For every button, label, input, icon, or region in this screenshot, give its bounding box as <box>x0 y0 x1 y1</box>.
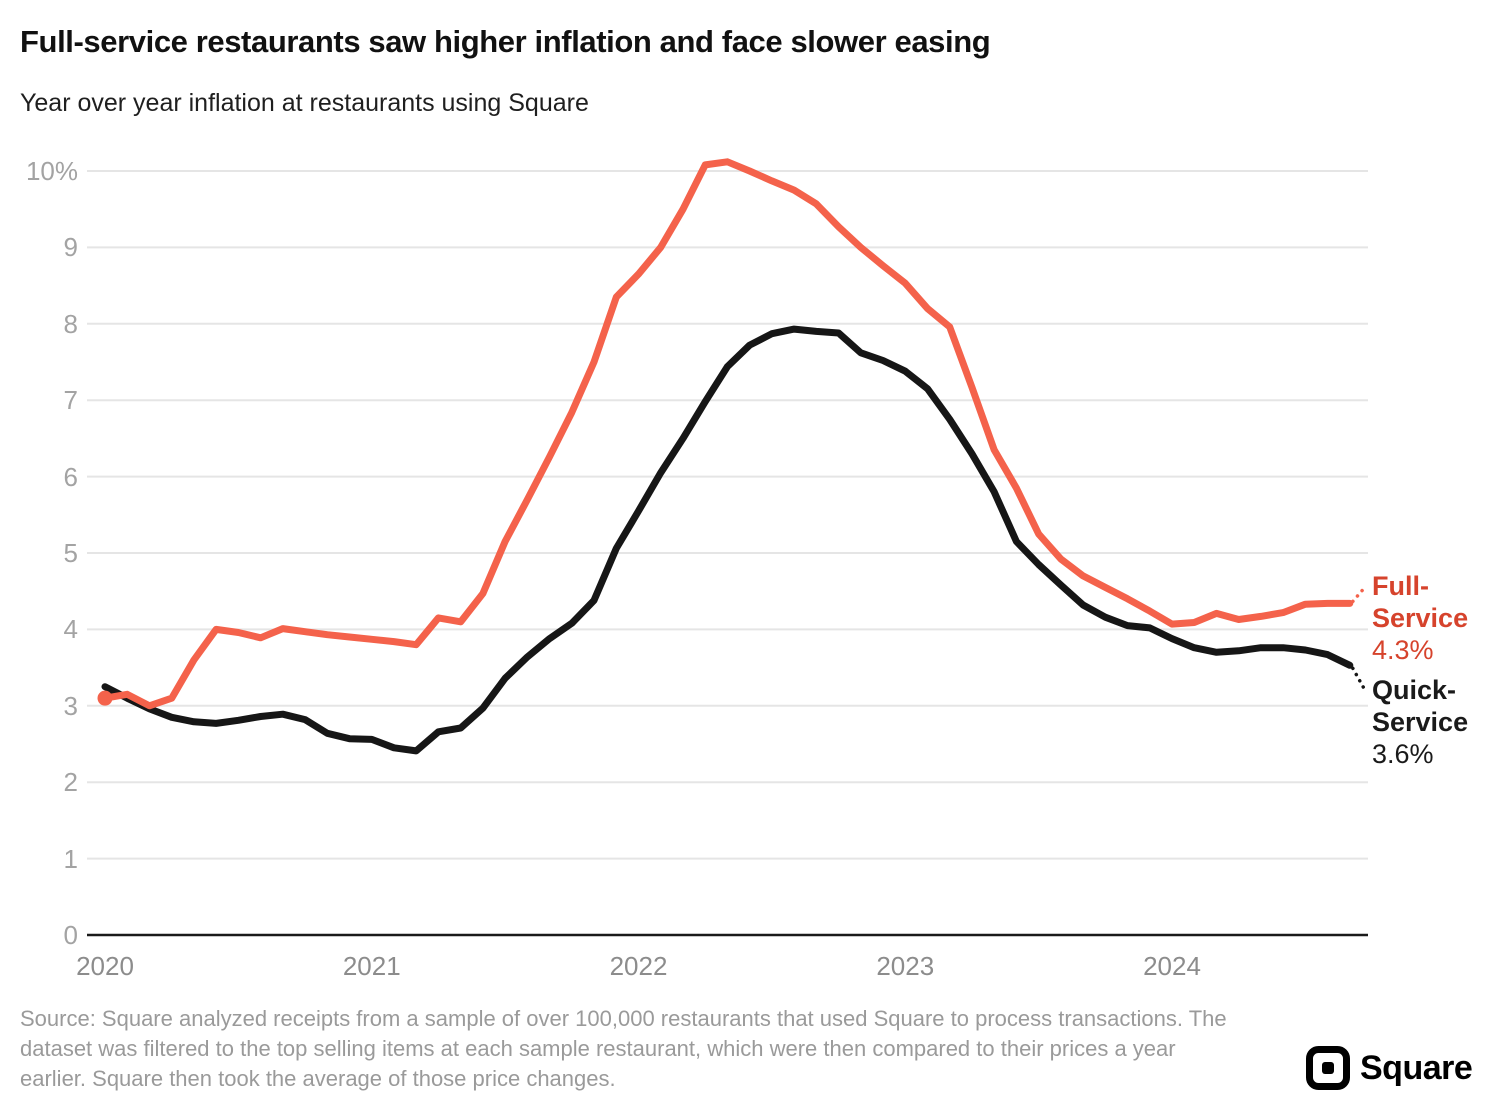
y-axis-tick-label: 0 <box>63 920 78 950</box>
square-logo-icon <box>1306 1046 1350 1090</box>
x-axis-tick-label: 2022 <box>609 951 668 981</box>
y-axis-tick-label: 3 <box>63 690 78 721</box>
series-label-full-service: Full- Service 4.3% <box>1372 570 1482 666</box>
series-line-full-service <box>101 158 1354 710</box>
y-axis-tick-label: 2 <box>63 767 78 798</box>
source-note-line: Source: Square analyzed receipts from a … <box>20 1006 1227 1031</box>
quick-service-label-line2: Service <box>1372 707 1469 737</box>
source-note-line: earlier. Square then took the average of… <box>20 1066 616 1091</box>
source-note: Source: Square analyzed receipts from a … <box>20 1004 1290 1094</box>
chart-title: Full-service restaurants saw higher infl… <box>20 24 991 59</box>
full-service-label-line2: Service <box>1372 603 1469 633</box>
y-axis-tick-label: 6 <box>63 461 78 492</box>
quick-service-value: 3.6% <box>1372 739 1434 769</box>
leader-dotted-full-service <box>1351 584 1368 604</box>
x-axis-tick-label: 2021 <box>342 951 401 981</box>
y-axis-tick-label: 4 <box>63 614 78 645</box>
series-start-dot <box>97 690 113 706</box>
x-axis-tick-label: 2020 <box>76 951 134 981</box>
x-axis-tick-label: 2024 <box>1143 951 1201 981</box>
square-logo-wordmark: Square <box>1360 1048 1473 1087</box>
square-logo: Square <box>1306 1046 1473 1090</box>
y-axis-tick-label: 1 <box>63 843 78 874</box>
source-note-line: dataset was filtered to the top selling … <box>20 1036 1176 1061</box>
y-axis-tick-label: 10% <box>25 156 78 186</box>
series-line-quick-service <box>101 325 1354 755</box>
full-service-label-line1: Full- <box>1372 571 1429 601</box>
y-axis-tick-label: 7 <box>63 385 78 416</box>
leader-dotted-quick-service <box>1351 666 1368 694</box>
quick-service-label-line1: Quick- <box>1372 675 1457 705</box>
x-axis-tick-label: 2023 <box>876 951 935 981</box>
y-axis-tick-label: 8 <box>63 308 78 339</box>
chart-subtitle: Year over year inflation at restaurants … <box>20 89 589 117</box>
full-service-value: 4.3% <box>1372 635 1434 665</box>
y-axis-tick-label: 5 <box>63 538 78 568</box>
y-axis-tick-label: 9 <box>63 232 78 263</box>
series-label-quick-service: Quick- Service 3.6% <box>1372 674 1482 770</box>
